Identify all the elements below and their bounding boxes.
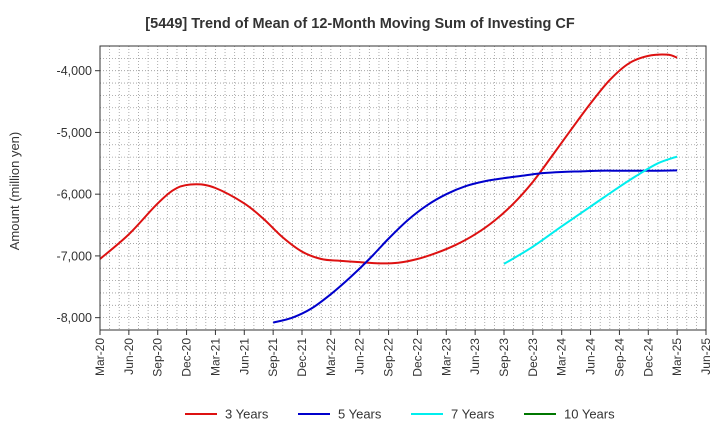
plot-frame xyxy=(99,45,707,331)
x-tick-label: Dec-20 xyxy=(180,338,194,377)
x-tick-label: Mar-22 xyxy=(324,338,338,376)
x-tick-label: Dec-22 xyxy=(410,338,424,377)
plot-area xyxy=(100,46,706,330)
legend-label-3-years: 3 Years xyxy=(225,407,269,422)
y-tick-label: -7,000 xyxy=(57,249,92,263)
series-layer xyxy=(99,53,678,324)
y-tick-label: -6,000 xyxy=(57,188,92,202)
x-tick-label: Sep-22 xyxy=(382,338,396,377)
x-tick-label: Sep-21 xyxy=(266,338,280,377)
series-line-3-years xyxy=(99,53,678,265)
x-tick-label: Mar-20 xyxy=(93,338,107,376)
x-tick-label: Mar-21 xyxy=(208,338,222,376)
x-tick-label: Dec-21 xyxy=(295,338,309,377)
y-tick-label: -4,000 xyxy=(57,64,92,78)
grid-layer xyxy=(100,46,706,330)
x-tick-label: Jun-23 xyxy=(468,338,482,375)
y-tick-label: -8,000 xyxy=(57,311,92,325)
legend-label-7-years: 7 Years xyxy=(451,407,495,422)
x-tick-label: Jun-25 xyxy=(699,338,713,375)
x-tick-label: Jun-22 xyxy=(353,338,367,375)
x-tick-label: Sep-20 xyxy=(151,338,165,377)
x-tick-label: Jun-20 xyxy=(122,338,136,375)
y-axis-label: Amount (million yen) xyxy=(7,132,22,251)
series-line-5-years xyxy=(272,169,678,324)
x-tick-label: Mar-25 xyxy=(670,338,684,376)
chart-title: [5449] Trend of Mean of 12-Month Moving … xyxy=(145,16,575,32)
legend-label-10-years: 10 Years xyxy=(564,407,615,422)
x-tick-label: Sep-23 xyxy=(497,338,511,377)
axis-layer: -8,000 -7,000 -6,000 -5,000 -4,000 Mar-20 Jun-… xyxy=(57,45,713,377)
y-tick-label: -5,000 xyxy=(57,126,92,140)
x-tick-label: Mar-24 xyxy=(555,338,569,376)
x-tick-label: Jun-24 xyxy=(584,338,598,375)
x-tick-label: Dec-23 xyxy=(526,338,540,377)
series-line-7-years xyxy=(503,155,678,265)
legend-label-5-years: 5 Years xyxy=(338,407,382,422)
legend: 3 Years 5 Years 7 Years 10 Years xyxy=(185,407,615,422)
x-tick-label: Jun-21 xyxy=(237,338,251,375)
x-tick-label: Mar-23 xyxy=(439,338,453,376)
x-tick-label: Sep-24 xyxy=(612,338,626,377)
x-tick-label: Dec-24 xyxy=(641,338,655,377)
